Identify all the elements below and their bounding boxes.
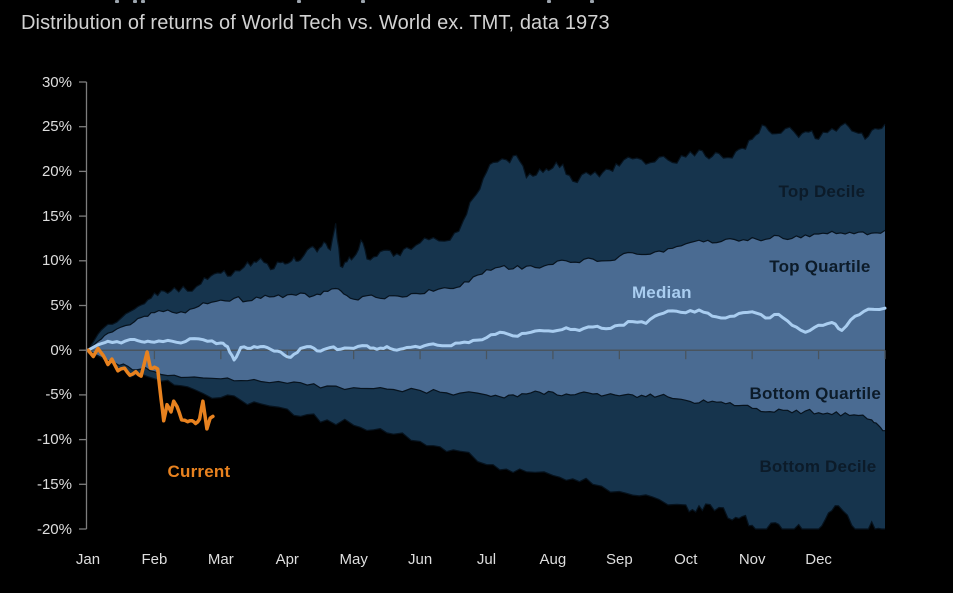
y-axis-tick-label: 5%	[50, 297, 72, 314]
x-axis-tick-label: May	[339, 551, 368, 568]
x-axis-tick-label: Aug	[539, 551, 567, 568]
x-axis-tick-label: Nov	[738, 551, 766, 568]
x-axis-tick-label: Jul	[476, 551, 497, 568]
top-decile-label: Top Decile	[778, 181, 866, 201]
top-decile-edge	[87, 122, 886, 351]
headline-fragment	[590, 0, 594, 3]
current-label: Current	[167, 461, 231, 481]
top-quartile-label: Top Quartile	[769, 257, 871, 277]
top-quartile-edge	[87, 229, 886, 351]
y-axis-tick-label: 25%	[41, 118, 72, 136]
y-axis-tick-label: 0%	[50, 341, 72, 359]
x-axis-tick-label: Mar	[207, 551, 234, 568]
x-axis-tick-label: Oct	[674, 551, 698, 568]
x-axis-tick-label: Feb	[141, 551, 168, 568]
y-axis-tick-label: 30%	[41, 73, 72, 91]
x-axis-tick-label: Apr	[275, 551, 299, 568]
y-axis-tick-label: -15%	[36, 475, 72, 493]
x-axis-tick-label: Jun	[407, 551, 433, 568]
x-axis-tick-label: Jan	[75, 551, 101, 568]
bottom-quartile-label: Bottom Quartile	[749, 384, 881, 403]
x-axis-tick-label: Sep	[605, 551, 633, 568]
y-axis-tick-label: 20%	[41, 162, 72, 180]
median-label: Median	[631, 282, 692, 302]
y-axis-tick-label: -10%	[36, 431, 72, 449]
headline-fragment	[297, 0, 301, 3]
bottom-decile-label: Bottom Decile	[759, 457, 877, 477]
quartile-band-area	[88, 230, 885, 431]
headline-fragment	[361, 0, 365, 3]
headline-fragment	[115, 0, 119, 3]
y-axis-tick-label: 15%	[41, 207, 72, 225]
y-axis-tick-label: -20%	[36, 520, 72, 538]
bottom-decile-edge	[87, 349, 885, 530]
bottom-quartile-edge	[87, 349, 885, 432]
current-line	[86, 346, 215, 431]
headline-fragment	[133, 0, 137, 3]
clipped-headline-fragments	[0, 0, 953, 5]
x-axis-tick-label: Dec	[805, 551, 832, 568]
headline-fragment	[547, 0, 551, 3]
headline-fragment	[141, 0, 145, 3]
chart-title: Distribution of returns of World Tech vs…	[21, 12, 610, 34]
y-axis-tick-label: 10%	[41, 252, 72, 270]
y-axis-tick-label: -5%	[45, 386, 72, 404]
median-line	[86, 306, 887, 362]
